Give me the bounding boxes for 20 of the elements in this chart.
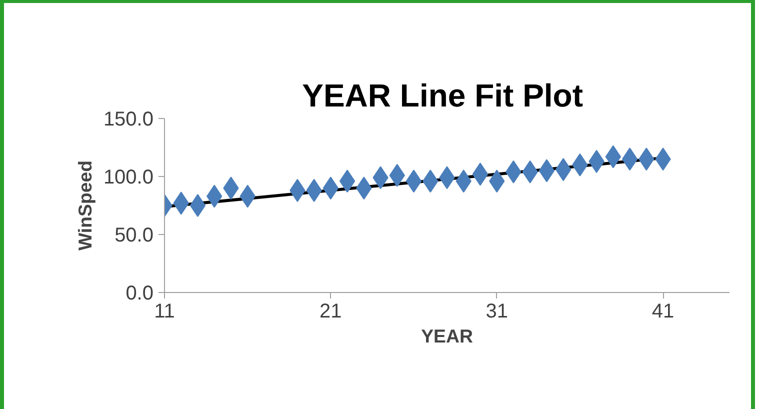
y-tick-label: 150.0 xyxy=(103,108,154,130)
point xyxy=(406,170,422,193)
point xyxy=(190,194,206,217)
point xyxy=(605,145,622,168)
point xyxy=(322,176,339,200)
y-axis-title: WinSpeed xyxy=(74,160,96,251)
point xyxy=(538,159,555,182)
point xyxy=(555,158,572,182)
x-tick-label: 41 xyxy=(652,300,674,322)
y-tick-label: 50.0 xyxy=(114,224,154,246)
point xyxy=(472,162,488,186)
point xyxy=(622,148,638,171)
y-tick-label: 100.0 xyxy=(103,166,154,188)
x-tick-label: 21 xyxy=(320,300,342,322)
x-axis-title: YEAR xyxy=(421,326,474,346)
x-tick-label: 11 xyxy=(154,300,175,322)
x-tick-label: 31 xyxy=(486,300,508,322)
point xyxy=(339,170,356,193)
chart-title: YEAR Line Fit Plot xyxy=(302,78,584,114)
y-tick-label: 0.0 xyxy=(126,282,154,304)
